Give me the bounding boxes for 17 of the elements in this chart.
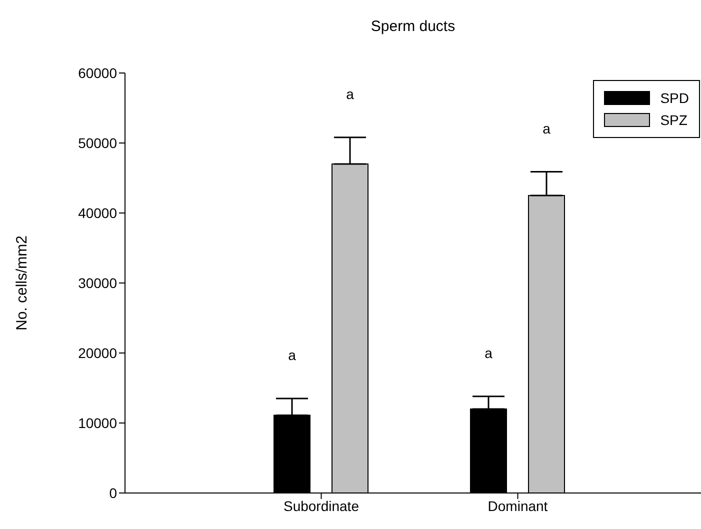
y-tick-label: 0	[109, 484, 118, 501]
chart-title: Sperm ducts	[370, 18, 456, 35]
annotation: a	[542, 120, 551, 136]
y-axis-title: No. cells/mm2	[14, 235, 30, 331]
y-tick-label: 20000	[78, 344, 118, 361]
y-tick-label: 10000	[78, 414, 118, 431]
legend-label: SPD	[660, 90, 689, 106]
x-tick-label: Dominant	[488, 498, 548, 514]
y-tick-label: 60000	[78, 64, 118, 81]
legend-label: SPZ	[660, 112, 688, 128]
x-tick-label: Subordinate	[283, 498, 360, 514]
y-tick-label: 40000	[78, 204, 118, 221]
y-tick-label: 30000	[78, 274, 118, 291]
annotation: a	[484, 345, 493, 362]
annotation: a	[346, 86, 354, 102]
annotation: a	[288, 347, 296, 364]
y-tick-label: 50000	[78, 134, 118, 151]
